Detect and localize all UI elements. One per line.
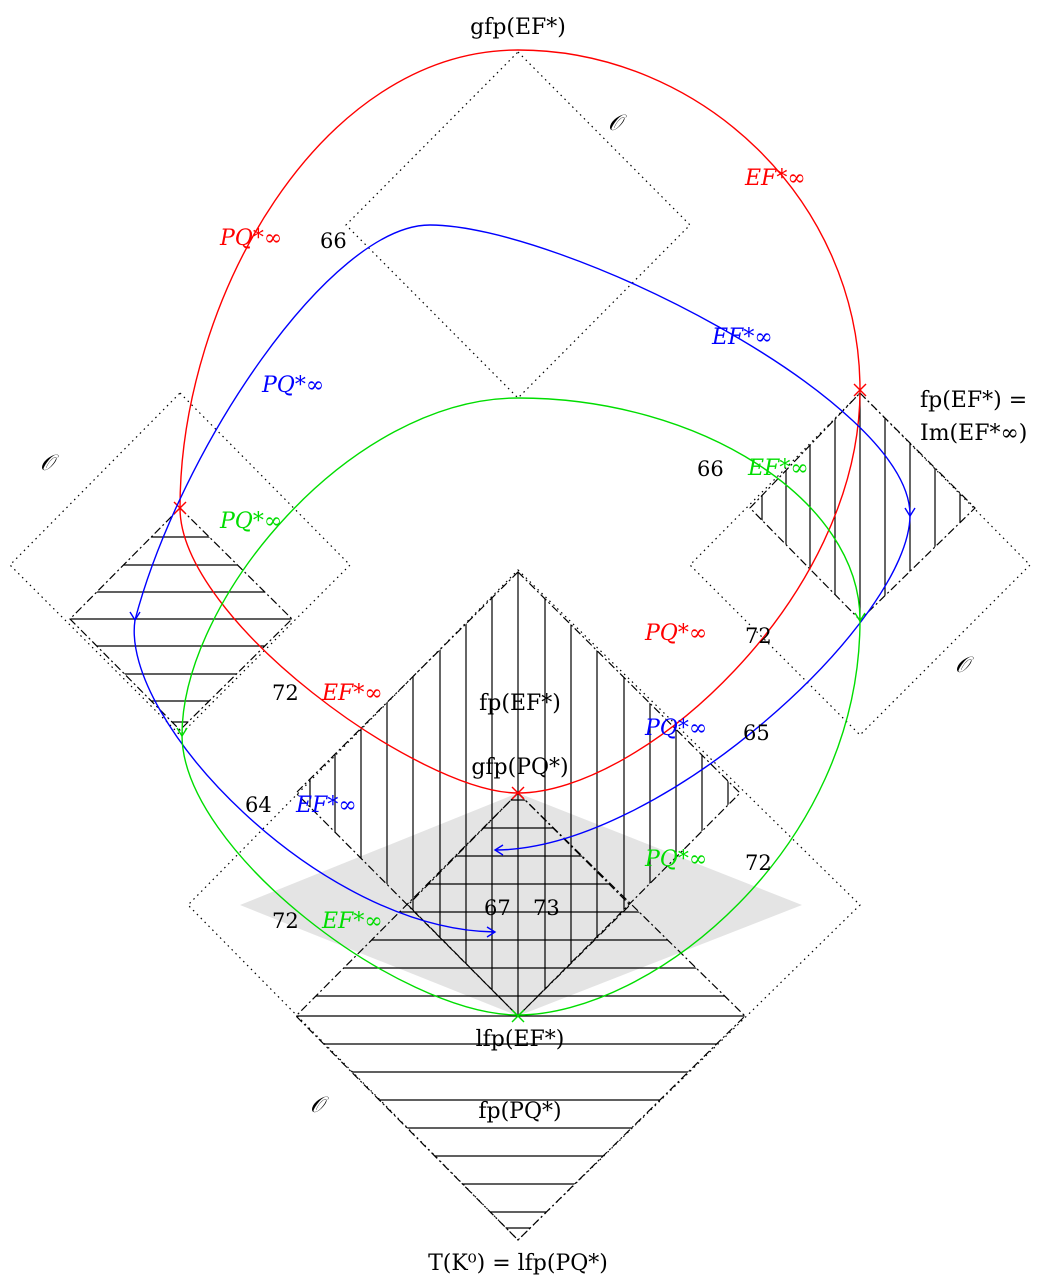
- red-mark: [173, 501, 187, 515]
- dotted-diamond-left: [9, 392, 351, 736]
- curve-label-red-pq-upper: PQ*∞: [219, 226, 282, 251]
- curve-label-blue-ef-upper: EF*∞: [711, 325, 773, 350]
- curve-label-green-ef-lower: EF*∞: [321, 909, 383, 934]
- number-67: 67: [484, 896, 511, 920]
- dotted-diamond-bottom: [187, 569, 861, 1241]
- script-o-bottom: 𝒪: [310, 1093, 329, 1118]
- blue-curve-right: [494, 514, 911, 851]
- blue-arrowhead: [904, 507, 916, 518]
- green-curve-lower: [181, 619, 861, 1016]
- red-mark: [853, 383, 867, 397]
- label-fp-pq: fp(PQ*): [478, 1099, 561, 1124]
- curve-label-red-ef-lower: EF*∞: [321, 681, 383, 706]
- number-64: 64: [245, 793, 272, 817]
- curve-label-green-pq-lower: PQ*∞: [644, 847, 707, 872]
- blue-arrowhead: [493, 844, 504, 856]
- number-72-right-upper: 72: [745, 624, 772, 648]
- dashed-diamond-bottom: [295, 792, 746, 1241]
- curve-label-green-ef-upper: EF*∞: [747, 456, 809, 481]
- script-o-left: 𝒪: [40, 451, 59, 476]
- red-mark: [511, 786, 525, 800]
- dotted-diamond-top: [345, 51, 691, 399]
- curve-label-green-pq-upper: PQ*∞: [219, 509, 282, 534]
- curve-label-red-ef-upper: EF*∞: [744, 166, 806, 191]
- label-lfp-ef: lfp(EF*): [476, 1027, 565, 1052]
- curve-label-blue-pq-upper: PQ*∞: [261, 373, 324, 398]
- number-72-left-lower: 72: [272, 909, 299, 933]
- label-center-fp-ef: fp(EF*): [479, 691, 561, 716]
- green-arrowhead: [854, 612, 866, 623]
- number-72-left-upper: 72: [272, 681, 299, 705]
- right-hatching: [761, 393, 961, 620]
- blue-curve-left: [133, 619, 496, 933]
- dotted-diamond-right: [689, 392, 1031, 736]
- curve-label-red-pq-lower: PQ*∞: [644, 621, 707, 646]
- green-curve-upper: [181, 397, 861, 736]
- curve-label-blue-ef-lower: EF*∞: [295, 793, 357, 818]
- blue-curve-upper: [134, 224, 911, 621]
- label-right-eq-line2: Im(EF*∞): [920, 421, 1027, 446]
- dashed-diamond-left: [69, 507, 293, 731]
- number-65: 65: [743, 721, 770, 745]
- label-right-eq-line1: fp(EF*) =: [920, 388, 1027, 413]
- script-o-right: 𝒪: [955, 653, 974, 678]
- green-mark: [511, 1009, 525, 1023]
- red-curve-outer: [179, 49, 861, 509]
- number-66-upper: 66: [320, 229, 347, 253]
- blue-arrowhead: [486, 926, 497, 938]
- number-72-right-lower: 72: [745, 851, 772, 875]
- label-center-gfp-pq: gfp(PQ*): [471, 755, 568, 780]
- label-bottom-t-k0: T(K⁰) = lfp(PQ*): [428, 1251, 608, 1276]
- blue-arrowhead: [129, 611, 141, 622]
- label-top-gfp-ef: gfp(EF*): [470, 15, 566, 40]
- number-66-right: 66: [697, 457, 724, 481]
- script-o-top: 𝒪: [608, 111, 627, 136]
- number-73: 73: [533, 896, 560, 920]
- green-arrowhead: [176, 727, 188, 738]
- curve-label-blue-pq-lower: PQ*∞: [644, 716, 707, 741]
- shaded-region: [240, 793, 802, 1016]
